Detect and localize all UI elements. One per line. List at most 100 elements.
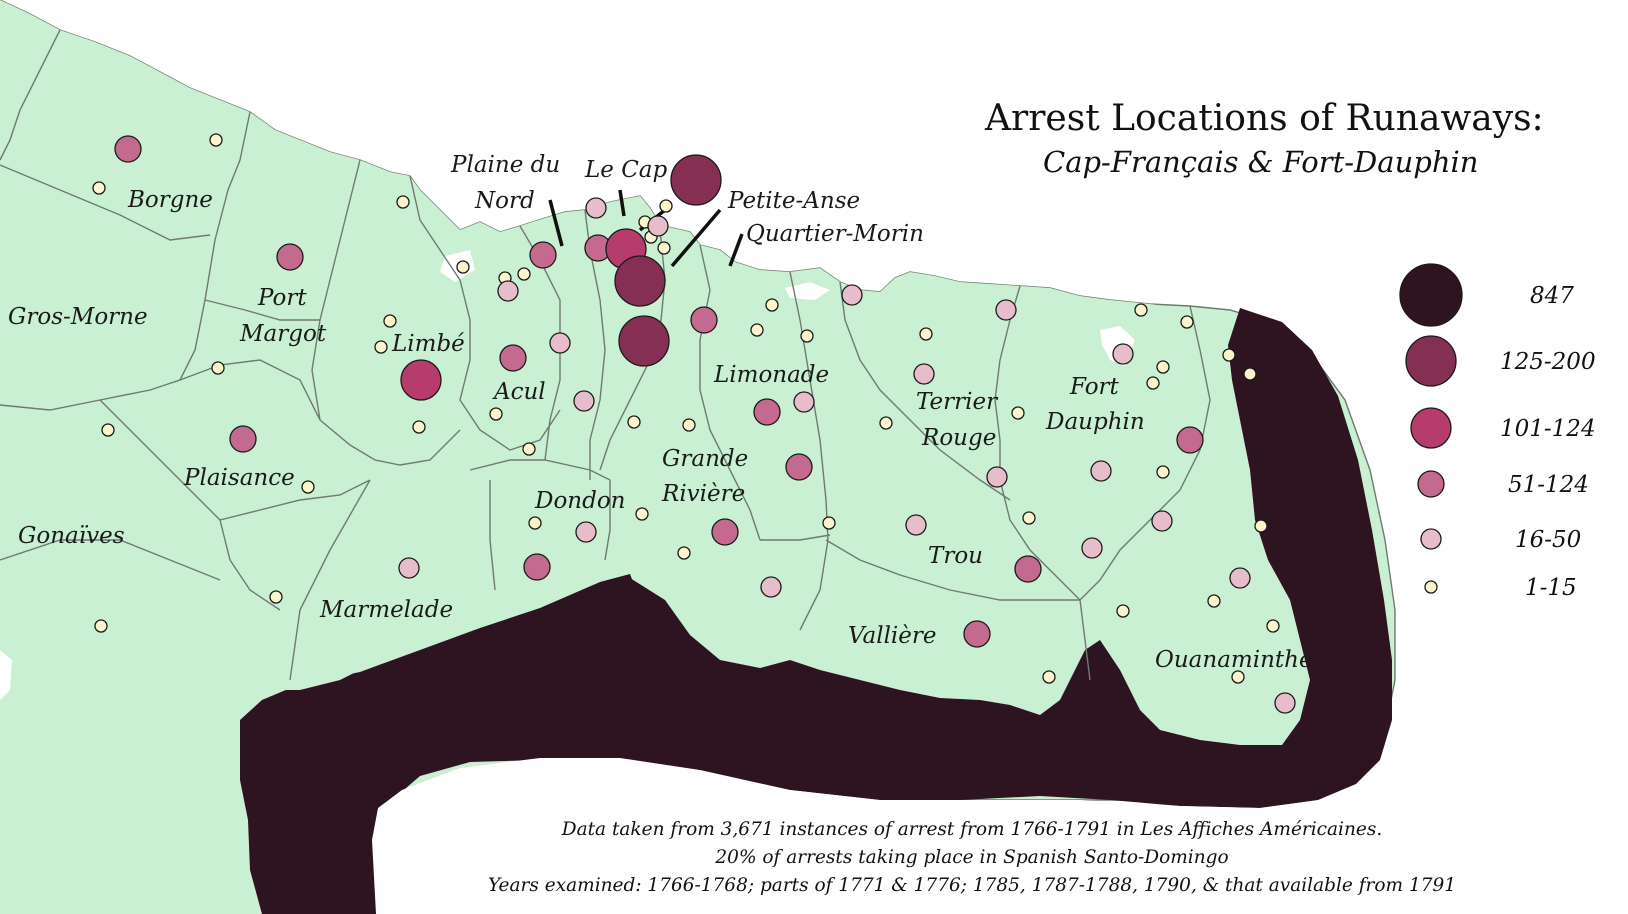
parish-label-margot: Margot (239, 321, 327, 347)
marker (497, 280, 519, 302)
parish-label-trou: Trou (928, 543, 983, 569)
marker (92, 181, 106, 195)
marker (765, 298, 779, 312)
marker (1042, 670, 1056, 684)
marker (919, 327, 933, 341)
marker (573, 390, 595, 412)
parish-label-dondon: Dondon (534, 488, 625, 514)
parish-label-riviere: Rivière (661, 481, 745, 507)
marker (614, 255, 666, 307)
marker (1229, 567, 1251, 589)
callout-petite-anse: Petite-Anse (727, 188, 860, 214)
legend-label-125-200: 125-200 (1500, 349, 1596, 375)
legend-marker-847 (1399, 263, 1463, 327)
marker (659, 199, 673, 213)
marker (711, 518, 739, 546)
marker (400, 359, 442, 401)
marker (489, 407, 503, 421)
marker (1151, 510, 1173, 532)
bay-cove-2 (785, 282, 830, 300)
marker (986, 466, 1008, 488)
marker (101, 423, 115, 437)
marker (517, 267, 531, 281)
marker (528, 516, 542, 530)
parish-label-marmelade: Marmelade (319, 597, 453, 623)
source-notes: Data taken from 3,671 instances of arres… (488, 819, 1456, 896)
parish-label-rouge: Rouge (921, 425, 996, 451)
legend-marker-1-15 (1424, 580, 1438, 594)
parish-label-dauphin: Dauphin (1045, 409, 1145, 435)
marker (1243, 367, 1257, 381)
note-spanish-share: 20% of arrests taking place in Spanish S… (714, 847, 1228, 868)
marker (522, 442, 536, 456)
marker (301, 480, 315, 494)
parish-label-ouanaminthe: Ouanaminthe (1155, 647, 1313, 673)
marker (1090, 460, 1112, 482)
marker (793, 391, 815, 413)
bay-cove-4 (0, 650, 12, 700)
marker (800, 329, 814, 343)
marker (211, 361, 225, 375)
spanish-arc-west (240, 574, 640, 914)
marker (1146, 376, 1160, 390)
callout-nord: Nord (474, 188, 535, 214)
parish-label-gonaives: Gonaïves (18, 523, 125, 549)
marker (627, 415, 641, 429)
marker (1231, 670, 1245, 684)
marker (682, 418, 696, 432)
marker (647, 215, 669, 237)
arrest-markers (92, 133, 1296, 714)
legend-label-101-124: 101-124 (1500, 416, 1596, 442)
marker (269, 590, 283, 604)
marker (760, 576, 782, 598)
legend-marker-101-124 (1410, 407, 1452, 449)
marker (585, 197, 607, 219)
note-data-source: Data taken from 3,671 instances of arres… (561, 819, 1382, 840)
parish-label-fort: Fort (1069, 374, 1120, 400)
legend-label-16-50: 16-50 (1515, 527, 1581, 553)
marker (549, 332, 571, 354)
marker (1112, 343, 1134, 365)
legend-label-847: 847 (1530, 283, 1574, 309)
parish-label-limonade: Limonade (713, 362, 829, 388)
marker (374, 340, 388, 354)
marker (1134, 303, 1148, 317)
marker (1176, 426, 1204, 454)
callout-quartier-morin: Quartier-Morin (746, 221, 924, 247)
southern-bay (372, 758, 1372, 914)
marker (1156, 360, 1170, 374)
marker (1274, 692, 1296, 714)
marker (114, 135, 142, 163)
marker (383, 314, 397, 328)
marker (1222, 348, 1236, 362)
marker (1266, 619, 1280, 633)
marker (209, 133, 223, 147)
legend-label-51-124: 51-124 (1508, 472, 1589, 498)
parish-label-plaisance: Plaisance (183, 465, 295, 491)
parish-labels: Borgne Port Margot Gros-Morne Limbé Plai… (8, 187, 1313, 673)
marker (94, 619, 108, 633)
map-subtitle: Cap-Français & Fort-Dauphin (1043, 145, 1478, 179)
marker (753, 398, 781, 426)
legend (1399, 263, 1463, 594)
marker (635, 507, 649, 521)
map-title: Arrest Locations of Runaways: (984, 98, 1544, 139)
callout-le-cap: Le Cap (584, 157, 668, 183)
parish-label-gros-morne: Gros-Morne (8, 304, 148, 330)
legend-labels: 847 125-200 101-124 51-124 16-50 1-15 (1500, 283, 1596, 601)
marker (905, 514, 927, 536)
marker (523, 553, 551, 581)
marker (1254, 519, 1268, 533)
parish-label-port: Port (257, 285, 307, 311)
legend-label-1-15: 1-15 (1525, 575, 1577, 601)
legend-marker-51-124 (1417, 470, 1445, 498)
marker (1116, 604, 1130, 618)
parish-label-acul: Acul (492, 379, 546, 405)
spanish-territory (250, 308, 1392, 914)
callout-labels: Plaine du Nord Le Cap Petite-Anse Quarti… (450, 152, 924, 247)
marker (670, 154, 722, 206)
marker (1180, 315, 1194, 329)
marker (575, 521, 597, 543)
marker (995, 299, 1017, 321)
